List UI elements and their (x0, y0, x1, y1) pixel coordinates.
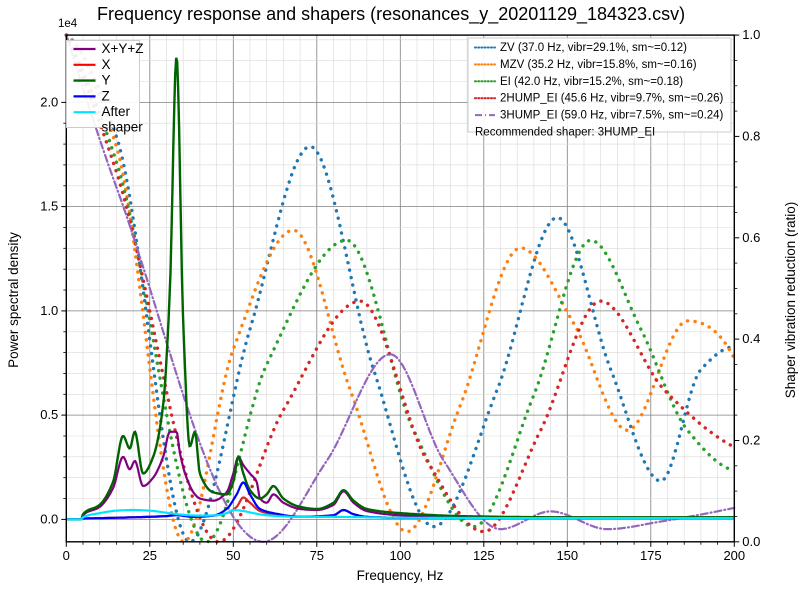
svg-text:0.5: 0.5 (40, 407, 58, 422)
svg-text:X+Y+Z: X+Y+Z (102, 41, 144, 56)
svg-text:0.4: 0.4 (742, 331, 760, 346)
svg-text:Z: Z (102, 88, 110, 103)
svg-text:2.0: 2.0 (40, 94, 58, 109)
svg-text:0.0: 0.0 (40, 511, 58, 526)
svg-text:200: 200 (723, 548, 745, 563)
svg-text:150: 150 (556, 548, 578, 563)
svg-text:0.8: 0.8 (742, 128, 760, 143)
svg-text:0: 0 (63, 548, 70, 563)
svg-text:EI (42.0 Hz, vibr=15.2%, sm~=0: EI (42.0 Hz, vibr=15.2%, sm~=0.18) (500, 76, 683, 88)
svg-text:1.5: 1.5 (40, 199, 58, 214)
svg-text:50: 50 (226, 548, 240, 563)
svg-text:3HUMP_EI (59.0 Hz, vibr=7.5%,: 3HUMP_EI (59.0 Hz, vibr=7.5%, sm~=0.24) (500, 110, 724, 122)
svg-text:0.2: 0.2 (742, 433, 760, 448)
svg-text:175: 175 (640, 548, 662, 563)
svg-text:0.6: 0.6 (742, 230, 760, 245)
svg-text:X: X (102, 57, 111, 72)
svg-text:100: 100 (389, 548, 411, 563)
svg-text:1.0: 1.0 (40, 303, 58, 318)
svg-text:1.0: 1.0 (742, 27, 760, 42)
svg-text:25: 25 (143, 548, 157, 563)
svg-text:0.0: 0.0 (742, 534, 760, 549)
svg-text:2HUMP_EI (45.6 Hz, vibr=9.7%,: 2HUMP_EI (45.6 Hz, vibr=9.7%, sm~=0.26) (500, 93, 724, 105)
svg-text:Recommended shaper: 3HUMP_EI: Recommended shaper: 3HUMP_EI (475, 127, 655, 139)
svg-text:75: 75 (310, 548, 324, 563)
svg-text:After: After (102, 104, 131, 119)
svg-text:MZV (35.2 Hz, vibr=15.8%, sm~=: MZV (35.2 Hz, vibr=15.8%, sm~=0.16) (500, 59, 697, 71)
svg-text:shaper: shaper (102, 120, 144, 135)
svg-text:Y: Y (102, 73, 111, 88)
svg-text:125: 125 (473, 548, 495, 563)
svg-text:ZV (37.0 Hz, vibr=29.1%, sm~=0: ZV (37.0 Hz, vibr=29.1%, sm~=0.12) (500, 42, 687, 54)
